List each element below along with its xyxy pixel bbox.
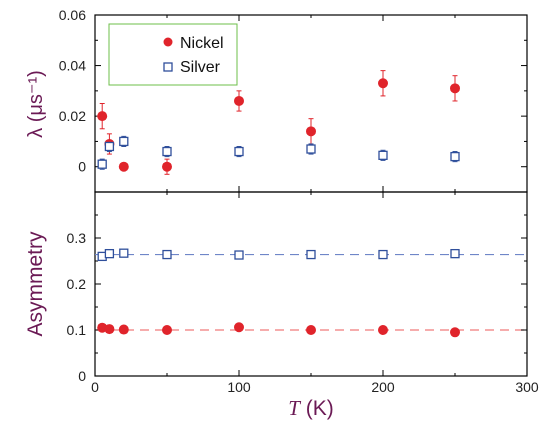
legend-nickel-label: Nickel: [180, 35, 224, 52]
x-tick-label: 300: [515, 379, 539, 395]
bottom-nickel-point: [162, 325, 172, 335]
data-markers: [97, 78, 460, 338]
x-axis-title: T (K): [288, 396, 334, 420]
top-nickel-point: [306, 126, 316, 137]
top-silver-point: [450, 151, 460, 162]
bottom-y-tick-label: 0.2: [67, 276, 87, 292]
fit-lines: [95, 253, 527, 331]
top-nickel-point: [162, 161, 172, 172]
bottom-panel-frame: [94, 191, 528, 377]
bottom-nickel-point: [378, 325, 388, 335]
x-tick-label: 0: [91, 379, 99, 395]
top-nickel-point: [378, 78, 388, 89]
legend-nickel-marker: [163, 37, 173, 47]
bottom-silver-point: [450, 248, 460, 259]
bottom-silver-point: [234, 250, 244, 260]
legend: Nickel Silver: [108, 23, 238, 86]
top-y-tick-label: 0.02: [59, 108, 86, 124]
bottom-silver-point: [119, 248, 129, 258]
legend-box: [108, 23, 238, 86]
bottom-silver-point: [306, 249, 316, 260]
top-nickel-point: [97, 111, 108, 122]
x-tick-label: 200: [371, 379, 395, 395]
bottom-nickel-point: [306, 325, 316, 335]
top-y-tick-label: 0: [78, 159, 86, 175]
x-tick-label: 100: [227, 379, 251, 395]
top-nickel-point: [450, 83, 460, 94]
legend-silver-label: Silver: [180, 59, 221, 76]
legend-silver-marker: [163, 62, 173, 72]
bottom-silver-point: [162, 249, 172, 260]
bottom-nickel-point: [234, 322, 244, 333]
bottom-y-tick-label: 0.3: [67, 230, 87, 246]
top-y-axis-title: λ (μs⁻¹): [25, 70, 47, 138]
bottom-nickel-point: [118, 324, 129, 335]
top-y-tick-label: 0.04: [59, 58, 86, 74]
axis-ticks: [94, 14, 528, 377]
top-silver-point: [378, 150, 388, 160]
bottom-nickel-point: [450, 327, 460, 338]
bottom-silver-point: [378, 249, 388, 260]
top-silver-point: [306, 144, 316, 154]
top-y-tick-label: 0.06: [59, 7, 86, 23]
bottom-y-tick-label: 0.1: [67, 322, 87, 338]
bottom-silver-point: [104, 248, 115, 259]
bottom-y-axis-title: Asymmetry: [24, 231, 47, 337]
top-silver-point: [162, 146, 172, 157]
top-silver-point: [97, 159, 107, 169]
top-silver-point: [119, 136, 129, 147]
x-axis-title-unit: (K): [300, 397, 334, 420]
tick-labels: 0 100 200 300 0 0.02 0.04 0.06 0 0.1 0.2 0.3: [59, 7, 539, 395]
bottom-y-tick-label: 0: [78, 368, 86, 384]
top-nickel-point: [234, 95, 244, 106]
error-bars: [99, 70, 458, 175]
top-silver-point: [234, 146, 244, 157]
x-axis-title-symbol: T: [288, 396, 301, 420]
top-nickel-point: [118, 161, 129, 172]
top-silver-point: [104, 141, 115, 152]
bottom-nickel-point: [104, 324, 115, 335]
